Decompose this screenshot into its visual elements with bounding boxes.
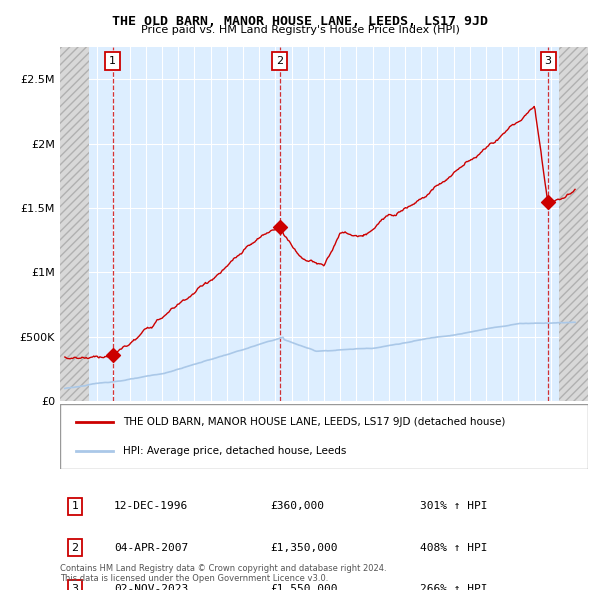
FancyBboxPatch shape: [60, 404, 588, 469]
Text: THE OLD BARN, MANOR HOUSE LANE, LEEDS, LS17 9JD (detached house): THE OLD BARN, MANOR HOUSE LANE, LEEDS, L…: [124, 417, 506, 427]
Text: HPI: Average price, detached house, Leeds: HPI: Average price, detached house, Leed…: [124, 446, 347, 456]
Bar: [60, 47, 89, 401]
Text: 2: 2: [71, 543, 79, 552]
Text: 12-DEC-1996: 12-DEC-1996: [114, 502, 188, 511]
Point: [108, 350, 118, 359]
Text: THE OLD BARN, MANOR HOUSE LANE, LEEDS, LS17 9JD: THE OLD BARN, MANOR HOUSE LANE, LEEDS, L…: [112, 15, 488, 28]
Text: 1: 1: [71, 502, 79, 511]
Text: 3: 3: [545, 57, 551, 66]
Text: £1,550,000: £1,550,000: [270, 584, 337, 590]
Bar: [559, 47, 588, 401]
Text: 408% ↑ HPI: 408% ↑ HPI: [420, 543, 487, 552]
Text: Price paid vs. HM Land Registry's House Price Index (HPI): Price paid vs. HM Land Registry's House …: [140, 25, 460, 35]
Point: [275, 222, 284, 232]
Text: 2: 2: [276, 57, 283, 66]
Text: 02-NOV-2023: 02-NOV-2023: [114, 584, 188, 590]
Text: 3: 3: [71, 584, 79, 590]
Text: Contains HM Land Registry data © Crown copyright and database right 2024.
This d: Contains HM Land Registry data © Crown c…: [60, 563, 386, 583]
Text: £360,000: £360,000: [270, 502, 324, 511]
Text: 04-APR-2007: 04-APR-2007: [114, 543, 188, 552]
Text: £1,350,000: £1,350,000: [270, 543, 337, 552]
Text: 1: 1: [109, 57, 116, 66]
Text: 301% ↑ HPI: 301% ↑ HPI: [420, 502, 487, 511]
Text: 266% ↑ HPI: 266% ↑ HPI: [420, 584, 487, 590]
Point: [544, 197, 553, 206]
